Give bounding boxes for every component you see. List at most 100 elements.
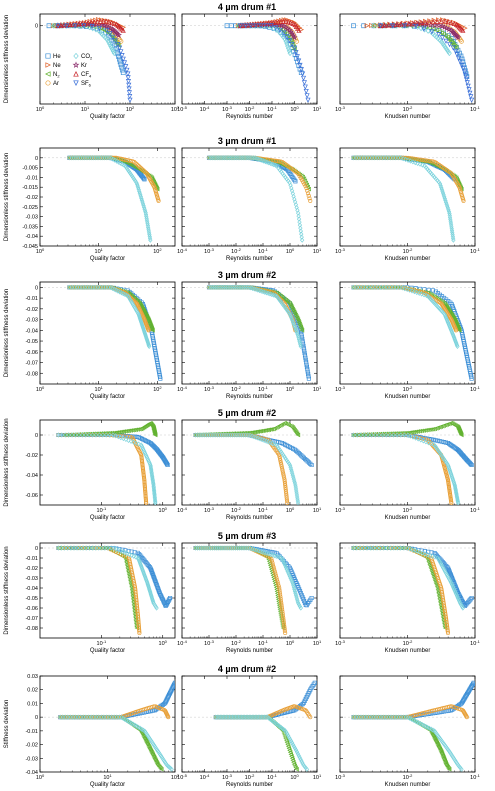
plot-frame [339, 281, 476, 385]
data-point-co2 [283, 38, 289, 45]
data-point-co2 [287, 311, 292, 317]
data-point-co2 [249, 155, 255, 161]
data-point-n2 [456, 328, 462, 333]
data-point-sf6 [297, 62, 303, 68]
data-point-sf6 [456, 55, 462, 61]
data-point-n2 [269, 569, 275, 574]
data-point-cf4 [451, 20, 457, 27]
x-tick-label: 10-3 [204, 247, 214, 255]
data-point-he [157, 590, 162, 595]
data-point-co2 [105, 37, 111, 44]
x-tick-label: 100 [36, 247, 45, 255]
y-tick-label: -0.025 [22, 205, 38, 211]
data-point-he [150, 572, 155, 577]
data-point-ar [278, 592, 283, 597]
data-point-sf6 [301, 80, 307, 86]
data-point-n2 [148, 324, 154, 329]
data-point-ar [284, 497, 289, 502]
data-point-cf4 [103, 18, 109, 24]
chart-row-3: 3 µm drum #2 Dimensionless stiffness devi… [4, 270, 481, 400]
data-point-co2 [104, 432, 109, 438]
panel-5-2: 10-4 10-3 10-2 10-1 100 101 Reynolds number [177, 542, 322, 654]
data-point-he [469, 595, 474, 601]
data-point-sf6 [126, 86, 132, 92]
data-point-ne [278, 17, 285, 24]
data-point-n2 [256, 429, 262, 434]
data-point-he [304, 458, 309, 463]
data-point-he [154, 581, 159, 586]
data-point-ar [276, 583, 281, 589]
data-point-ar [282, 479, 287, 484]
data-point-ar [142, 485, 147, 490]
data-point-co2 [453, 488, 459, 494]
data-point-n2 [438, 30, 444, 36]
series-group [206, 284, 311, 381]
data-point-cf4 [76, 20, 82, 26]
data-point-co2 [289, 466, 294, 472]
y-tick-label: -0.035 [22, 224, 38, 230]
data-point-ar [356, 285, 361, 290]
series-group [351, 284, 474, 381]
data-point-he [137, 552, 142, 557]
data-point-n2 [274, 591, 280, 596]
y-tick-label: -0.02 [25, 743, 38, 749]
data-point-co2 [116, 434, 121, 440]
data-point-n2 [428, 427, 434, 432]
y-tick-label: 0 [35, 285, 38, 291]
data-point-co2 [398, 155, 404, 161]
data-point-he [439, 439, 444, 444]
data-point-co2 [440, 190, 446, 196]
data-point-co2 [148, 464, 153, 470]
data-point-co2 [139, 321, 145, 327]
data-point-sf6 [402, 23, 408, 29]
x-tick-label: 10-1 [470, 639, 480, 647]
y-tick-label: -0.05 [25, 339, 38, 345]
data-point-ar [277, 590, 282, 595]
data-point-co2 [145, 580, 150, 586]
data-point-ar [276, 581, 281, 586]
data-point-he [299, 453, 304, 458]
data-point-cf4 [290, 20, 296, 26]
data-point-he [309, 462, 314, 468]
data-point-sf6 [55, 23, 61, 29]
data-point-ar [279, 464, 284, 469]
data-point-co2 [388, 284, 393, 290]
data-point-he [303, 456, 308, 462]
data-point-cf4 [288, 20, 294, 26]
x-tick-label: 100 [286, 639, 295, 647]
data-point-ar [285, 499, 290, 504]
data-point-n2 [430, 426, 436, 432]
data-point-ar [142, 482, 147, 487]
y-tick-label: -0.01 [25, 175, 38, 181]
data-point-co2 [443, 199, 449, 205]
data-point-he [142, 438, 147, 443]
data-point-cf4 [108, 20, 115, 26]
data-point-ar [279, 605, 284, 610]
data-point-co2 [292, 323, 297, 329]
data-point-co2 [417, 290, 422, 296]
data-point-he [171, 683, 175, 688]
data-point-sf6 [453, 48, 459, 54]
data-point-he [286, 168, 291, 174]
x-axis-label: Quality factor [90, 114, 125, 120]
data-point-ar [278, 460, 283, 465]
data-point-co2 [423, 439, 429, 445]
data-point-sf6 [303, 88, 309, 95]
data-point-co2 [63, 432, 68, 438]
data-point-co2 [142, 328, 147, 334]
data-point-co2 [384, 432, 389, 438]
data-point-co2 [358, 432, 363, 438]
data-point-ar [376, 545, 382, 551]
data-point-n2 [434, 27, 440, 33]
x-tick-label: 10-1 [258, 247, 268, 255]
data-point-co2 [234, 155, 239, 161]
data-point-co2 [410, 547, 415, 553]
data-point-n2 [148, 323, 153, 328]
data-point-sf6 [469, 97, 475, 103]
data-point-cf4 [120, 27, 126, 33]
data-point-he [469, 374, 474, 379]
data-point-co2 [125, 550, 130, 557]
data-point-he [141, 175, 146, 180]
data-point-co2 [242, 155, 248, 161]
data-point-sf6 [123, 64, 129, 70]
